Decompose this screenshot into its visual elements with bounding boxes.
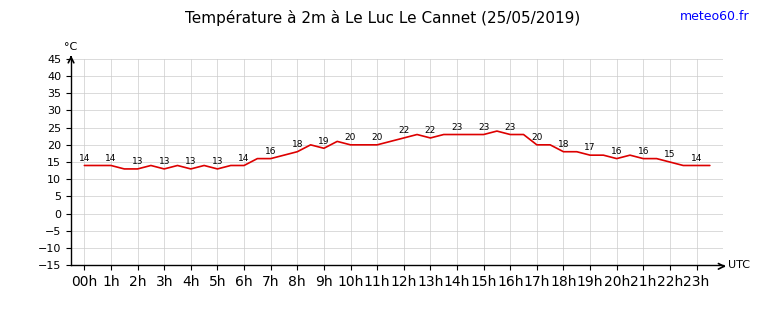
Text: 16: 16 <box>265 147 276 156</box>
Text: UTC: UTC <box>728 260 750 270</box>
Text: 13: 13 <box>132 157 143 166</box>
Text: 22: 22 <box>425 126 436 135</box>
Text: 23: 23 <box>478 123 490 132</box>
Text: °C: °C <box>64 42 78 52</box>
Text: 14: 14 <box>79 154 90 163</box>
Text: 16: 16 <box>611 147 623 156</box>
Text: 19: 19 <box>318 137 330 146</box>
Text: 14: 14 <box>691 154 702 163</box>
Text: 17: 17 <box>584 143 596 152</box>
Text: 13: 13 <box>158 157 170 166</box>
Text: Température à 2m à Le Luc Le Cannet (25/05/2019): Température à 2m à Le Luc Le Cannet (25/… <box>185 10 580 26</box>
Text: 20: 20 <box>372 133 382 142</box>
Text: 13: 13 <box>185 157 197 166</box>
Text: 18: 18 <box>558 140 569 149</box>
Text: 22: 22 <box>398 126 409 135</box>
Text: 20: 20 <box>531 133 542 142</box>
Text: 23: 23 <box>505 123 516 132</box>
Text: 20: 20 <box>345 133 356 142</box>
Text: 14: 14 <box>106 154 116 163</box>
Text: 14: 14 <box>239 154 249 163</box>
Text: 23: 23 <box>451 123 463 132</box>
Text: 15: 15 <box>664 150 675 159</box>
Text: 16: 16 <box>637 147 649 156</box>
Text: 13: 13 <box>212 157 223 166</box>
Text: meteo60.fr: meteo60.fr <box>680 10 750 23</box>
Text: 18: 18 <box>291 140 303 149</box>
